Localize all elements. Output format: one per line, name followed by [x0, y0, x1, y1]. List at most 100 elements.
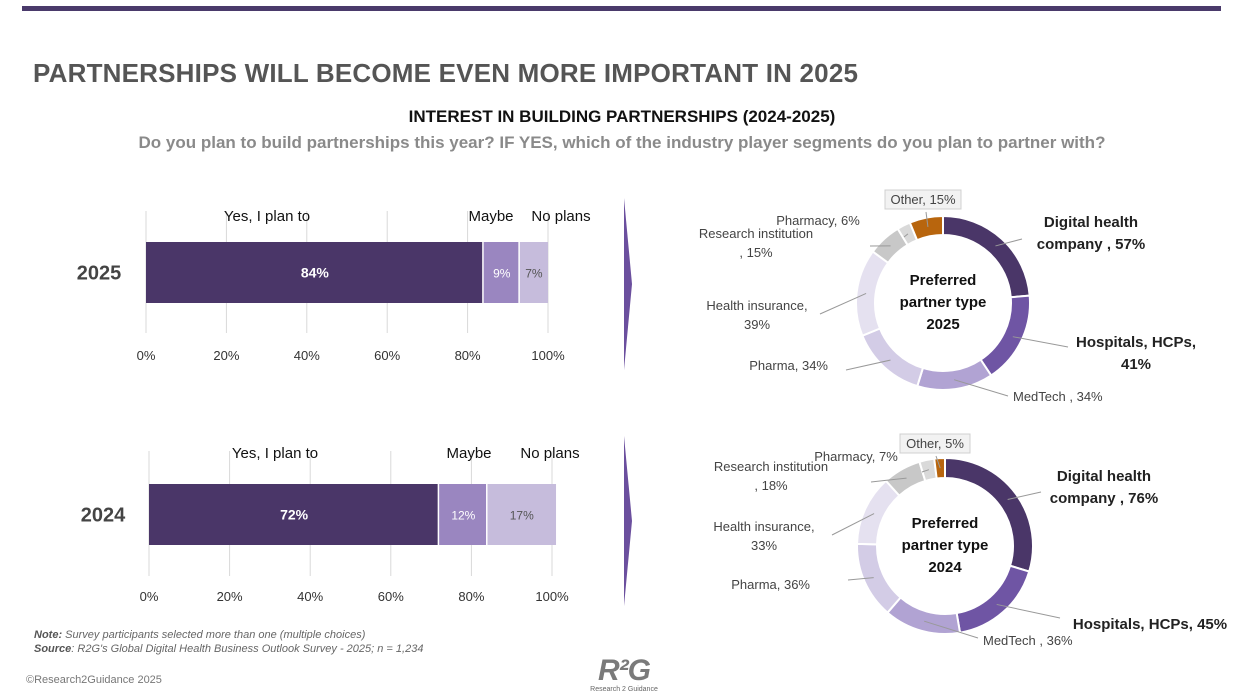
bar-segment	[519, 242, 548, 303]
donut-slice	[955, 564, 1031, 634]
x-tick-label: 100%	[531, 348, 565, 363]
slice-label-line: company , 57%	[1037, 236, 1145, 253]
leader-line	[996, 603, 1061, 619]
leader-line	[995, 238, 1023, 247]
bar-segment	[149, 484, 438, 545]
series-name: No plans	[520, 445, 579, 462]
source-label: Source	[34, 643, 72, 655]
leader-line	[903, 233, 909, 238]
divider-chevron	[624, 436, 632, 606]
source-text: : R2G's Global Digital Health Business O…	[71, 643, 424, 655]
bar-data-label: 72%	[280, 507, 309, 523]
donut-center-label-line: Preferred	[910, 272, 977, 289]
slice-label: Pharma, 36%	[731, 577, 810, 592]
slice-label: Pharmacy, 7%	[814, 449, 898, 464]
footnote: Note: Survey participants selected more …	[34, 628, 423, 656]
slice-label-line: Pharma, 34%	[749, 358, 828, 373]
slice-label: Pharma, 34%	[749, 358, 828, 373]
bar-segment	[483, 242, 519, 303]
leader-line	[925, 211, 929, 228]
slice-label-box	[884, 189, 962, 210]
logo-mark: R²G	[598, 654, 651, 687]
slice-label-line: Hospitals, HCPs, 45%	[1073, 616, 1227, 633]
slice-label-line: 41%	[1121, 356, 1151, 373]
year-label: 2025	[77, 263, 122, 285]
leader-line	[924, 620, 979, 639]
donut-center-label-line: 2025	[926, 316, 959, 333]
bar-data-label: 9%	[493, 267, 511, 281]
slice-label-line: , 18%	[754, 478, 788, 493]
series-name: No plans	[531, 208, 590, 225]
slice-label-line: , 15%	[739, 245, 773, 260]
x-tick-label: 0%	[140, 589, 159, 604]
donut-center-label: Preferred partner type 2025	[900, 272, 987, 333]
donut-slice	[908, 214, 944, 242]
note-text: Survey participants selected more than o…	[62, 629, 366, 641]
leader-line	[953, 379, 1009, 397]
slice-label-line: Health insurance,	[706, 298, 807, 313]
slice-label-line: Other, 5%	[906, 436, 964, 451]
slice-label: Other, 5%	[906, 436, 964, 451]
leader-line	[1007, 491, 1042, 501]
slice-label: Other, 15%	[890, 192, 955, 207]
bar-segment	[487, 484, 557, 545]
x-tick-label: 100%	[535, 589, 569, 604]
x-tick-label: 80%	[458, 589, 484, 604]
leader-line	[831, 513, 875, 536]
bar-segment	[146, 242, 483, 303]
x-tick-label: 80%	[455, 348, 481, 363]
divider-chevron	[624, 198, 632, 370]
x-tick-label: 20%	[213, 348, 239, 363]
donut-slice	[856, 479, 901, 546]
leader-line	[870, 477, 907, 483]
bar-data-label: 17%	[510, 509, 534, 523]
bar-segment	[439, 484, 487, 545]
donut-slice	[916, 358, 993, 391]
year-label: 2024	[81, 505, 126, 527]
slice-label: Research institution , 18%	[714, 459, 828, 493]
donut-slice	[855, 250, 890, 337]
slice-label: Health insurance, 33%	[713, 519, 814, 553]
slice-label-line: Digital health	[1044, 214, 1138, 231]
survey-question: Do you plan to build partnerships this y…	[138, 133, 1106, 152]
bar-data-label: 84%	[301, 265, 330, 281]
x-tick-label: 40%	[294, 348, 320, 363]
series-name: Yes, I plan to	[224, 208, 310, 225]
bar-data-label: 12%	[451, 509, 475, 523]
leader-line	[921, 469, 930, 473]
slice-label-line: Pharmacy, 6%	[776, 213, 860, 228]
slice-label-line: Health insurance,	[713, 519, 814, 534]
leader-line	[1012, 336, 1069, 348]
donut-slice	[861, 327, 925, 388]
slice-label-line: MedTech , 36%	[983, 633, 1073, 648]
slice-label-line: 39%	[744, 317, 770, 332]
x-tick-label: 20%	[217, 589, 243, 604]
slice-label: Hospitals, HCPs, 45%	[1073, 616, 1227, 633]
leader-line	[935, 455, 941, 469]
copyright: ©Research2Guidance 2025	[26, 674, 162, 686]
note-label: Note:	[34, 629, 63, 641]
slice-label-line: Pharmacy, 7%	[814, 449, 898, 464]
top-accent-bar	[22, 6, 1221, 11]
donut-center-label-line: 2024	[928, 559, 962, 576]
slice-label: MedTech , 36%	[983, 633, 1073, 648]
series-name: Maybe	[446, 445, 491, 462]
r2g-logo: R²G Research 2 Guidance	[588, 654, 660, 694]
chart-subtitle: INTEREST IN BUILDING PARTNERSHIPS (2024-…	[408, 107, 836, 126]
slice-label-line: Research institution	[714, 459, 828, 474]
donut-center-label-line: partner type	[902, 537, 989, 554]
slice-label: MedTech , 34%	[1013, 389, 1103, 404]
x-tick-label: 40%	[297, 589, 323, 604]
slice-label: Research institution , 15%	[699, 226, 813, 260]
series-name: Maybe	[468, 208, 513, 225]
slice-label-line: Pharma, 36%	[731, 577, 810, 592]
series-name: Yes, I plan to	[232, 445, 318, 462]
x-tick-label: 60%	[378, 589, 404, 604]
donut-center-label: Preferred partner type 2024	[902, 515, 989, 576]
slice-label-line: company , 76%	[1050, 490, 1158, 507]
x-tick-label: 60%	[374, 348, 400, 363]
leader-line	[847, 577, 874, 581]
page-title: PARTNERSHIPS WILL BECOME EVEN MORE IMPOR…	[33, 58, 859, 88]
slice-label-box	[899, 433, 971, 454]
